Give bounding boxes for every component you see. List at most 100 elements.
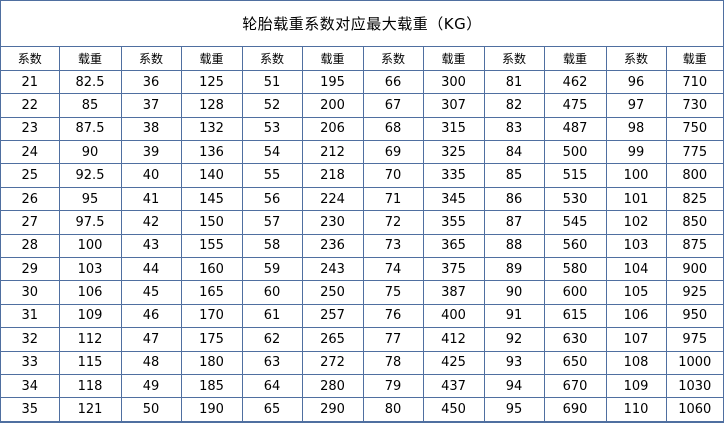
load-index-cell: 46 bbox=[120, 303, 182, 329]
load-index-cell: 54 bbox=[241, 140, 303, 165]
header-cell-load-index: 系数 bbox=[120, 47, 182, 71]
max-load-cell: 925 bbox=[665, 280, 723, 305]
load-index-cell: 55 bbox=[241, 163, 303, 188]
max-load-cell: 112 bbox=[58, 327, 122, 352]
max-load-cell: 475 bbox=[543, 93, 607, 118]
max-load-cell: 106 bbox=[58, 280, 122, 305]
max-load-cell: 560 bbox=[543, 233, 607, 259]
max-load-cell: 425 bbox=[422, 350, 485, 375]
load-index-cell: 24 bbox=[1, 140, 60, 165]
load-index-cell: 81 bbox=[483, 70, 545, 95]
max-load-cell: 180 bbox=[180, 350, 243, 375]
load-index-cell: 30 bbox=[1, 280, 60, 305]
max-load-cell: 355 bbox=[422, 210, 485, 235]
load-index-cell: 110 bbox=[605, 397, 667, 422]
load-index-cell: 34 bbox=[1, 373, 60, 399]
max-load-cell: 145 bbox=[180, 186, 243, 212]
load-index-cell: 48 bbox=[120, 350, 182, 375]
max-load-cell: 160 bbox=[180, 257, 243, 282]
max-load-cell: 307 bbox=[422, 93, 485, 118]
max-load-cell: 128 bbox=[180, 93, 243, 118]
max-load-cell: 155 bbox=[180, 233, 243, 259]
max-load-cell: 365 bbox=[422, 233, 485, 259]
max-load-cell: 185 bbox=[180, 373, 243, 399]
max-load-cell: 775 bbox=[665, 140, 723, 165]
max-load-cell: 300 bbox=[422, 70, 485, 95]
load-index-cell: 84 bbox=[483, 140, 545, 165]
max-load-cell: 710 bbox=[665, 70, 723, 95]
table-row: 29 103 44 160 59 243 74 375 89 580 104 900 bbox=[1, 257, 723, 282]
load-index-cell: 21 bbox=[1, 70, 60, 95]
load-index-cell: 75 bbox=[362, 280, 424, 305]
header-cell-load-index: 系数 bbox=[362, 47, 424, 71]
max-load-cell: 95 bbox=[58, 186, 122, 212]
max-load-cell: 400 bbox=[422, 303, 485, 329]
max-load-cell: 272 bbox=[301, 350, 364, 375]
max-load-cell: 315 bbox=[422, 116, 485, 142]
load-index-cell: 57 bbox=[241, 210, 303, 235]
load-index-cell: 69 bbox=[362, 140, 424, 165]
load-index-cell: 27 bbox=[1, 210, 60, 235]
max-load-cell: 243 bbox=[301, 257, 364, 282]
load-index-cell: 62 bbox=[241, 327, 303, 352]
load-index-cell: 35 bbox=[1, 397, 60, 422]
load-index-cell: 31 bbox=[1, 303, 60, 329]
table-title: 轮胎载重系数对应最大载重（KG） bbox=[1, 1, 723, 47]
load-index-cell: 70 bbox=[362, 163, 424, 188]
load-index-cell: 90 bbox=[483, 280, 545, 305]
max-load-cell: 103 bbox=[58, 257, 122, 282]
max-load-cell: 800 bbox=[665, 163, 723, 188]
load-index-cell: 22 bbox=[1, 93, 60, 118]
max-load-cell: 90 bbox=[58, 140, 122, 165]
load-index-cell: 79 bbox=[362, 373, 424, 399]
max-load-cell: 109 bbox=[58, 303, 122, 329]
load-index-cell: 74 bbox=[362, 257, 424, 282]
max-load-cell: 670 bbox=[543, 373, 607, 399]
max-load-cell: 140 bbox=[180, 163, 243, 188]
load-index-cell: 65 bbox=[241, 397, 303, 422]
load-index-cell: 40 bbox=[120, 163, 182, 188]
load-index-cell: 32 bbox=[1, 327, 60, 352]
max-load-cell: 335 bbox=[422, 163, 485, 188]
header-cell-load-index: 系数 bbox=[605, 47, 667, 71]
table-row: 34 118 49 185 64 280 79 437 94 670 109 1030 bbox=[1, 373, 723, 399]
table-body: 21 82.5 36 125 51 195 66 300 81 462 96 710 22 85 37 128… bbox=[1, 70, 723, 422]
max-load-cell: 100 bbox=[58, 233, 122, 259]
load-index-cell: 44 bbox=[120, 257, 182, 282]
max-load-cell: 132 bbox=[180, 116, 243, 142]
load-index-table: 系数 载重 系数 载重 系数 载重 系数 载重 系数 载重 系数 载重 21 82… bbox=[1, 47, 723, 422]
max-load-cell: 250 bbox=[301, 280, 364, 305]
load-index-cell: 73 bbox=[362, 233, 424, 259]
max-load-cell: 280 bbox=[301, 373, 364, 399]
max-load-cell: 450 bbox=[422, 397, 485, 422]
load-index-cell: 102 bbox=[605, 210, 667, 235]
max-load-cell: 630 bbox=[543, 327, 607, 352]
load-index-cell: 67 bbox=[362, 93, 424, 118]
load-index-cell: 86 bbox=[483, 186, 545, 212]
table-row: 32 112 47 175 62 265 77 412 92 630 107 975 bbox=[1, 327, 723, 352]
max-load-cell: 175 bbox=[180, 327, 243, 352]
max-load-cell: 200 bbox=[301, 93, 364, 118]
header-cell-load-index: 系数 bbox=[1, 47, 60, 71]
header-cell-load-kg: 载重 bbox=[665, 47, 723, 71]
load-index-cell: 28 bbox=[1, 233, 60, 259]
load-index-cell: 76 bbox=[362, 303, 424, 329]
load-index-cell: 72 bbox=[362, 210, 424, 235]
max-load-cell: 375 bbox=[422, 257, 485, 282]
load-index-cell: 50 bbox=[120, 397, 182, 422]
load-index-cell: 101 bbox=[605, 186, 667, 212]
load-index-cell: 78 bbox=[362, 350, 424, 375]
max-load-cell: 265 bbox=[301, 327, 364, 352]
header-cell-load-kg: 载重 bbox=[422, 47, 485, 71]
header-row: 系数 载重 系数 载重 系数 载重 系数 载重 系数 载重 系数 载重 bbox=[1, 47, 723, 71]
load-index-cell: 93 bbox=[483, 350, 545, 375]
header-cell-load-kg: 载重 bbox=[180, 47, 243, 71]
max-load-cell: 87.5 bbox=[58, 116, 122, 142]
max-load-cell: 690 bbox=[543, 397, 607, 422]
max-load-cell: 412 bbox=[422, 327, 485, 352]
max-load-cell: 387 bbox=[422, 280, 485, 305]
load-index-cell: 89 bbox=[483, 257, 545, 282]
load-index-cell: 63 bbox=[241, 350, 303, 375]
max-load-cell: 600 bbox=[543, 280, 607, 305]
max-load-cell: 257 bbox=[301, 303, 364, 329]
